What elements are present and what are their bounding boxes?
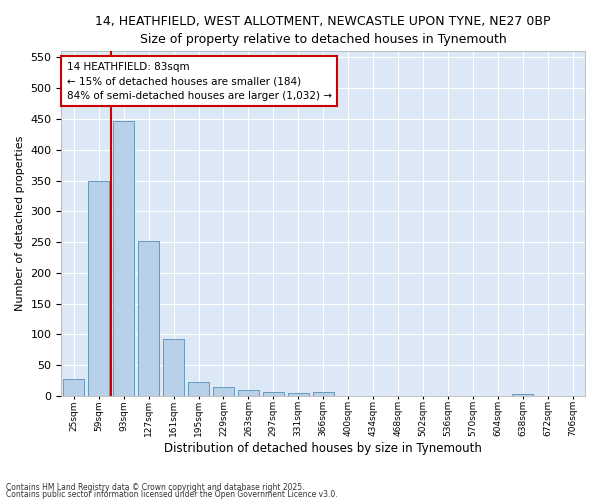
Bar [138,241,159,396]
Bar [113,121,134,396]
Y-axis label: Number of detached properties: Number of detached properties [15,136,25,312]
Bar [213,386,234,396]
X-axis label: Distribution of detached houses by size in Tynemouth: Distribution of detached houses by size … [164,442,482,455]
Text: Contains public sector information licensed under the Open Government Licence v3: Contains public sector information licen… [6,490,338,499]
Bar [512,394,533,396]
Title: 14, HEATHFIELD, WEST ALLOTMENT, NEWCASTLE UPON TYNE, NE27 0BP
Size of property r: 14, HEATHFIELD, WEST ALLOTMENT, NEWCASTL… [95,15,551,46]
Text: Contains HM Land Registry data © Crown copyright and database right 2025.: Contains HM Land Registry data © Crown c… [6,484,305,492]
Bar [163,340,184,396]
Bar [313,392,334,396]
Bar [263,392,284,396]
Bar [287,393,309,396]
Bar [63,380,85,396]
Bar [88,180,109,396]
Text: 14 HEATHFIELD: 83sqm
← 15% of detached houses are smaller (184)
84% of semi-deta: 14 HEATHFIELD: 83sqm ← 15% of detached h… [67,62,332,102]
Bar [238,390,259,396]
Bar [188,382,209,396]
